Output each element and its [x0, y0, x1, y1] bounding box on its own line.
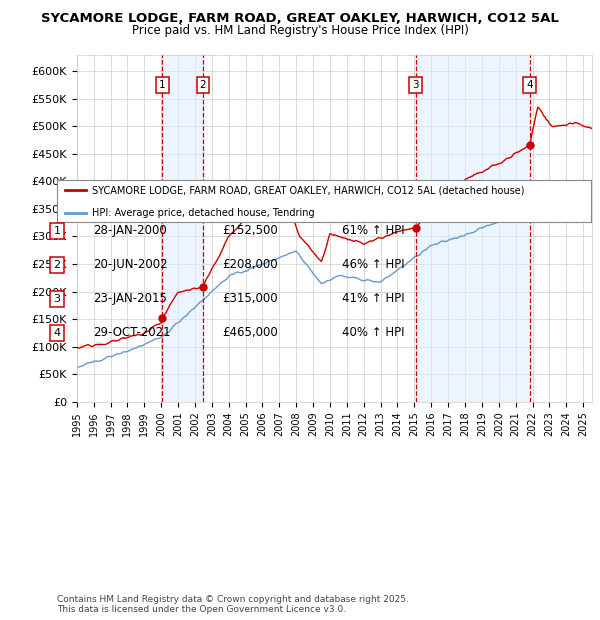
Text: SYCAMORE LODGE, FARM ROAD, GREAT OAKLEY, HARWICH, CO12 5AL (detached house): SYCAMORE LODGE, FARM ROAD, GREAT OAKLEY,… — [92, 185, 524, 195]
Text: 3: 3 — [53, 294, 61, 304]
Text: HPI: Average price, detached house, Tendring: HPI: Average price, detached house, Tend… — [92, 208, 314, 218]
Text: 28-JAN-2000: 28-JAN-2000 — [93, 224, 167, 237]
Text: 40% ↑ HPI: 40% ↑ HPI — [342, 327, 404, 339]
Text: 4: 4 — [53, 328, 61, 338]
Text: 61% ↑ HPI: 61% ↑ HPI — [342, 224, 404, 237]
Text: SYCAMORE LODGE, FARM ROAD, GREAT OAKLEY, HARWICH, CO12 5AL: SYCAMORE LODGE, FARM ROAD, GREAT OAKLEY,… — [41, 12, 559, 25]
Text: 2: 2 — [200, 80, 206, 90]
Bar — [416, 55, 530, 402]
Text: 29-OCT-2021: 29-OCT-2021 — [93, 327, 170, 339]
Text: Contains HM Land Registry data © Crown copyright and database right 2025.: Contains HM Land Registry data © Crown c… — [57, 595, 409, 604]
Text: £315,000: £315,000 — [222, 293, 278, 305]
Text: Price paid vs. HM Land Registry's House Price Index (HPI): Price paid vs. HM Land Registry's House … — [131, 24, 469, 37]
Text: 46% ↑ HPI: 46% ↑ HPI — [342, 259, 404, 271]
Text: 3: 3 — [412, 80, 419, 90]
Text: 1: 1 — [53, 226, 61, 236]
Text: 2: 2 — [53, 260, 61, 270]
Text: £208,000: £208,000 — [222, 259, 278, 271]
Text: 41% ↑ HPI: 41% ↑ HPI — [342, 293, 404, 305]
Text: £152,500: £152,500 — [222, 224, 278, 237]
Text: 20-JUN-2002: 20-JUN-2002 — [93, 259, 167, 271]
Bar — [163, 55, 203, 402]
Text: £465,000: £465,000 — [222, 327, 278, 339]
Text: 4: 4 — [526, 80, 533, 90]
Text: 23-JAN-2015: 23-JAN-2015 — [93, 293, 167, 305]
Text: This data is licensed under the Open Government Licence v3.0.: This data is licensed under the Open Gov… — [57, 604, 346, 614]
Text: 1: 1 — [159, 80, 166, 90]
